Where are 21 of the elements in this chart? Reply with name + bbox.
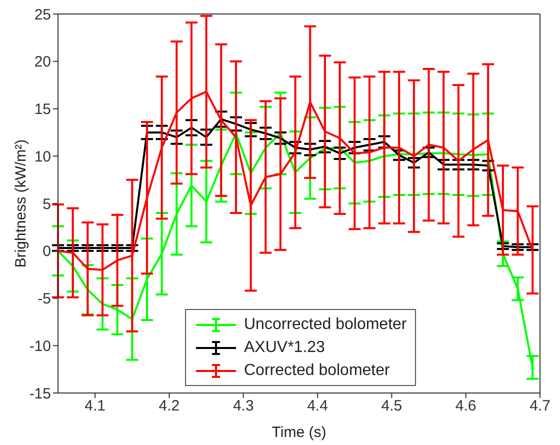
x-tick-label: 4.1 <box>84 398 106 415</box>
x-tick-label: 4.6 <box>455 398 476 415</box>
y-tick-label: 15 <box>34 101 51 118</box>
x-tick-label: 4.3 <box>232 398 254 415</box>
x-tick-label: 4.5 <box>381 398 402 415</box>
legend-label: Uncorrected bolometer <box>244 316 407 334</box>
legend-label: Corrected bolometer <box>244 362 390 380</box>
y-tick-label: -5 <box>38 290 51 308</box>
y-tick-label: 25 <box>34 6 51 24</box>
x-tick-label: 4.2 <box>158 398 180 415</box>
y-tick-label: 5 <box>42 196 51 213</box>
y-tick-label: -15 <box>29 385 51 402</box>
y-tick-label: 10 <box>34 148 51 166</box>
y-axis-title: Brightness (kW/m²) <box>12 139 30 268</box>
x-tick-label: 4.4 <box>307 398 328 415</box>
y-tick-label: -10 <box>29 338 51 355</box>
x-tick-label: 4.7 <box>530 398 550 415</box>
y-tick-label: 20 <box>34 54 51 71</box>
legend-label: AXUV*1.23 <box>244 338 325 356</box>
x-axis-title: Time (s) <box>272 424 326 441</box>
y-tick-label: 0 <box>42 243 51 260</box>
